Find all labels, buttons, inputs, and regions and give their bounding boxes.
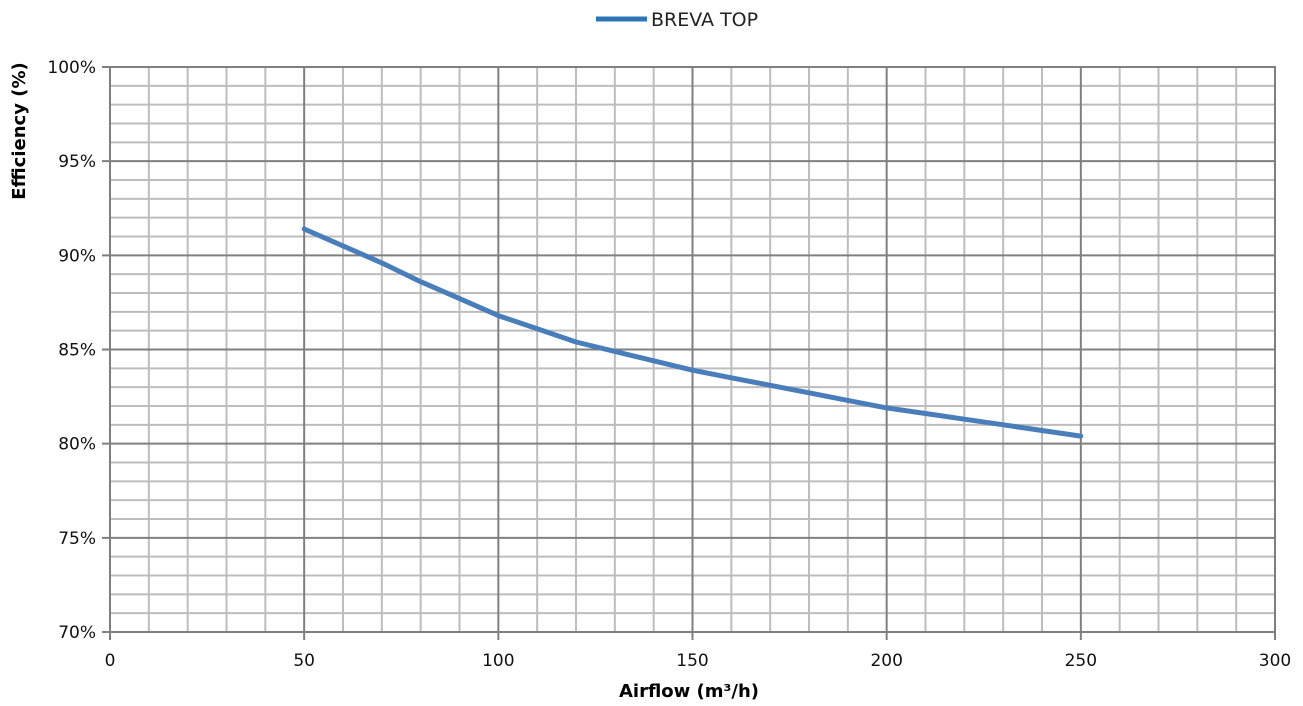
legend: BREVA TOP: [596, 9, 758, 31]
y-tick-label: 70%: [58, 623, 96, 643]
y-tick-label: 95%: [58, 152, 96, 172]
legend-label: BREVA TOP: [651, 9, 758, 31]
y-axis-ticks: 70% 75% 80% 85% 90% 95% 100%: [47, 58, 96, 643]
plot-border-rect: [109, 66, 1276, 633]
x-tick-label: 250: [1065, 651, 1097, 671]
y-tick-label: 90%: [58, 246, 96, 266]
x-tick-label: 100: [482, 651, 514, 671]
x-tick-label: 150: [676, 651, 708, 671]
y-tick-label: 80%: [58, 435, 96, 455]
y-tick-label: 75%: [58, 529, 96, 549]
y-axis-title: Efficiency (%): [9, 62, 30, 199]
y-tick-label: 100%: [47, 58, 96, 78]
x-axis-title: Airflow (m³/h): [619, 681, 759, 702]
plot-area-border: [109, 66, 1276, 633]
y-tick-label: 85%: [58, 341, 96, 361]
series-line-breva-top: [301, 226, 1084, 439]
x-tick-label: 200: [870, 651, 902, 671]
x-axis-ticks: 0 50 100 150 200 250 300: [105, 651, 1292, 671]
x-tick-label: 50: [293, 651, 315, 671]
x-tick-label: 300: [1259, 651, 1291, 671]
major-gridlines: [102, 66, 1276, 640]
series-layer: [301, 226, 1084, 439]
x-tick-label: 0: [105, 651, 116, 671]
